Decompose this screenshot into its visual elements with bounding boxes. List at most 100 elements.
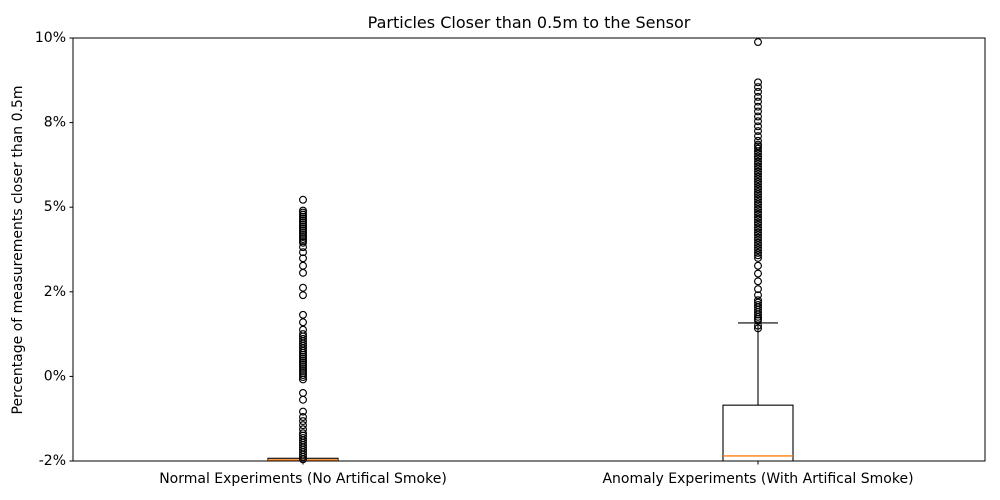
outlier-point — [754, 157, 762, 166]
outlier-point — [754, 321, 762, 330]
outlier-point — [299, 375, 307, 384]
outlier-point — [754, 154, 762, 163]
outlier-point — [754, 185, 762, 194]
outlier-point — [754, 253, 762, 262]
outlier-point — [299, 254, 307, 263]
outlier-point — [754, 159, 762, 168]
ytick-label: 8% — [44, 115, 66, 131]
outlier-point — [754, 241, 762, 250]
outlier-point — [299, 407, 307, 416]
outlier-point — [754, 187, 762, 196]
outlier-point — [754, 182, 762, 191]
outlier-point — [754, 223, 762, 232]
ytick-label: -2% — [39, 453, 66, 469]
outlier-point — [754, 236, 762, 244]
outlier-point — [754, 164, 762, 173]
outlier-point — [754, 208, 762, 217]
outlier-point — [754, 180, 762, 189]
outlier-point — [299, 450, 307, 459]
outliers-anomaly — [754, 38, 762, 333]
outlier-point — [754, 87, 762, 96]
ytick-label: 5% — [44, 199, 66, 215]
outlier-point — [754, 117, 762, 126]
outlier-point — [299, 261, 307, 270]
outlier-point — [299, 389, 307, 397]
outlier-point — [754, 190, 762, 199]
box-anomaly — [722, 322, 794, 461]
outlier-point — [754, 170, 762, 179]
outlier-point — [299, 318, 307, 327]
x-axis-ticks: Normal Experiments (No Artifical Smoke) A… — [159, 461, 914, 487]
axes-frame — [72, 37, 986, 462]
outlier-point — [754, 213, 762, 222]
outlier-point — [754, 142, 762, 151]
outlier-point — [754, 38, 762, 47]
outlier-point — [754, 324, 762, 333]
outlier-point — [754, 228, 762, 237]
outlier-point — [754, 215, 762, 224]
outlier-point — [754, 230, 762, 239]
outlier-point — [754, 149, 762, 158]
outlier-point — [299, 373, 307, 382]
outlier-point — [754, 225, 762, 234]
outlier-point — [754, 218, 762, 227]
y-axis-label: Percentage of measurements closer than 0… — [10, 86, 26, 415]
outlier-point — [754, 144, 762, 153]
outlier-point — [299, 310, 307, 319]
outlier-point — [754, 277, 762, 286]
outlier-point — [754, 210, 762, 219]
ytick-label: 10% — [35, 30, 66, 46]
outliers-normal — [299, 195, 307, 464]
outlier-point — [754, 167, 762, 176]
outlier-point — [754, 195, 762, 204]
outlier-point — [299, 238, 307, 247]
outlier-point — [754, 127, 762, 136]
outlier-point — [299, 268, 307, 277]
outlier-point — [299, 455, 307, 464]
outlier-point — [754, 285, 762, 294]
outlier-point — [299, 195, 307, 204]
outlier-point — [754, 248, 762, 257]
outlier-point — [754, 152, 762, 161]
outlier-point — [754, 162, 762, 171]
outlier-point — [754, 147, 762, 156]
outlier-point — [754, 203, 762, 212]
outlier-point — [754, 316, 762, 325]
outlier-point — [754, 172, 762, 181]
outlier-point — [754, 78, 762, 87]
chart-title: Particles Closer than 0.5m to the Sensor — [368, 13, 691, 32]
plot-area: 10% 8% 5% 2% 0% -2% Normal Experiments (No Art… — [35, 30, 914, 487]
outlier-point — [754, 220, 762, 229]
outlier-point — [754, 112, 762, 121]
outlier-point — [754, 83, 762, 92]
outlier-point — [754, 193, 762, 202]
outlier-point — [754, 291, 762, 300]
outlier-point — [754, 269, 762, 278]
outlier-point — [299, 413, 307, 421]
outlier-point — [754, 198, 762, 207]
outlier-point — [754, 92, 762, 101]
outlier-point — [754, 175, 762, 184]
xtick-label: Anomaly Experiments (With Artifical Smok… — [602, 471, 913, 487]
outlier-point — [754, 238, 762, 247]
outlier-point — [299, 291, 307, 300]
ytick-label: 0% — [44, 368, 66, 384]
outlier-point — [754, 122, 762, 131]
outlier-point — [754, 310, 762, 319]
outlier-point — [754, 177, 762, 186]
outlier-point — [754, 102, 762, 111]
outlier-point — [299, 248, 307, 257]
outlier-point — [754, 107, 762, 116]
box-rect — [722, 404, 794, 461]
outlier-point — [754, 251, 762, 260]
outlier-point — [299, 417, 307, 426]
outlier-point — [754, 233, 762, 242]
y-axis-ticks: 10% 8% 5% 2% 0% -2% — [35, 30, 73, 469]
outlier-point — [299, 283, 307, 292]
outlier-point — [299, 243, 307, 252]
xtick-label: Normal Experiments (No Artifical Smoke) — [159, 471, 447, 487]
outlier-point — [754, 261, 762, 270]
ytick-label: 2% — [44, 284, 66, 300]
